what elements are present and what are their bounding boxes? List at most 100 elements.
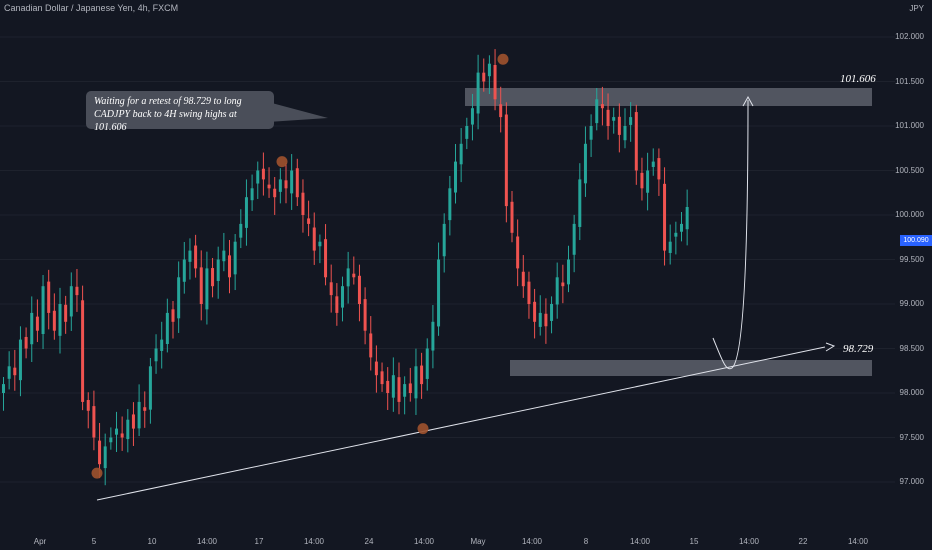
candle-body bbox=[52, 310, 56, 331]
candle-body bbox=[109, 437, 113, 443]
candle-body bbox=[324, 239, 328, 278]
candle-body bbox=[612, 117, 616, 121]
candle-body bbox=[41, 286, 45, 335]
time-tick-label: 14:00 bbox=[847, 537, 869, 546]
candle-body bbox=[103, 446, 107, 469]
candle-body bbox=[668, 241, 672, 253]
swing-point-marker[interactable] bbox=[91, 467, 103, 479]
candle-body bbox=[261, 168, 265, 180]
candle-body bbox=[374, 361, 378, 376]
candle-body bbox=[250, 188, 254, 201]
candle-body bbox=[318, 241, 322, 247]
drawings bbox=[96, 95, 836, 501]
trendline[interactable] bbox=[96, 346, 826, 501]
candle-body bbox=[680, 223, 683, 232]
candle-body bbox=[2, 384, 5, 393]
candle-body bbox=[437, 259, 441, 327]
candle-body bbox=[7, 366, 11, 379]
price-tick-label: 99.000 bbox=[899, 299, 924, 308]
candle-body bbox=[369, 333, 373, 358]
candle-body bbox=[81, 300, 85, 402]
candle-body bbox=[137, 401, 141, 429]
candle-body bbox=[431, 321, 435, 351]
candle-body bbox=[335, 296, 339, 313]
candle-body bbox=[572, 223, 576, 255]
time-tick-label: May bbox=[470, 537, 486, 546]
price-tick-label: 97.000 bbox=[899, 477, 924, 486]
candle-body bbox=[646, 170, 650, 193]
time-tick-label: 14:00 bbox=[303, 537, 325, 546]
candle-body bbox=[674, 232, 678, 237]
candle-body bbox=[623, 126, 627, 141]
candle-body bbox=[578, 179, 582, 227]
candle-body bbox=[239, 223, 243, 238]
candle-body bbox=[629, 117, 633, 125]
candle-body bbox=[290, 170, 294, 194]
candle-body bbox=[295, 168, 299, 198]
swing-point-marker[interactable] bbox=[276, 156, 288, 168]
candle-body bbox=[154, 348, 158, 362]
candle-body bbox=[24, 336, 28, 349]
candle-body bbox=[329, 282, 333, 296]
candle-body bbox=[86, 399, 90, 411]
candle-body bbox=[312, 227, 316, 251]
candle-body bbox=[47, 281, 51, 313]
trendline-arrowhead bbox=[825, 342, 836, 352]
price-tick-label: 98.500 bbox=[899, 343, 924, 353]
projection-curve[interactable] bbox=[712, 99, 749, 370]
resistance-label: 101.606 bbox=[840, 73, 876, 85]
candle-body bbox=[115, 428, 118, 435]
candle-body bbox=[561, 282, 565, 287]
candle-body bbox=[64, 304, 68, 322]
candle-body bbox=[600, 104, 604, 109]
currency-label: JPY bbox=[909, 4, 924, 13]
candle-body bbox=[194, 245, 198, 269]
candle-body bbox=[284, 180, 288, 189]
price-grid bbox=[0, 36, 895, 483]
candle-body bbox=[205, 268, 209, 310]
price-tick-label: 98.000 bbox=[899, 388, 924, 397]
candle-body bbox=[499, 104, 503, 118]
time-tick-label: 14:00 bbox=[413, 537, 435, 546]
resistance-zone[interactable] bbox=[465, 88, 872, 106]
candle-body bbox=[188, 250, 192, 262]
candle-body bbox=[126, 419, 130, 440]
candle-body bbox=[493, 64, 497, 100]
time-tick-label: 15 bbox=[689, 537, 699, 546]
candle-body bbox=[425, 348, 429, 379]
candle-body bbox=[397, 377, 401, 402]
time-tick-label: 10 bbox=[147, 537, 157, 546]
annotation-callout[interactable]: Waiting for a retest of 98.729 to long C… bbox=[86, 91, 274, 133]
candles bbox=[2, 49, 689, 486]
candle-body bbox=[75, 286, 79, 296]
candle-body bbox=[380, 371, 384, 385]
candle-body bbox=[228, 255, 231, 278]
candle-body bbox=[555, 277, 559, 305]
time-tick-label: 17 bbox=[254, 537, 264, 546]
candle-body bbox=[420, 365, 424, 385]
candle-body bbox=[18, 339, 22, 381]
price-tick-label: 100.000 bbox=[895, 210, 924, 219]
candle-body bbox=[177, 277, 181, 319]
projection-arrowhead bbox=[742, 95, 754, 107]
candle-body bbox=[256, 170, 260, 184]
candle-body bbox=[13, 367, 17, 376]
price-tick-label: 102.000 bbox=[895, 32, 924, 41]
candle-body bbox=[470, 108, 474, 125]
candle-body bbox=[583, 143, 587, 184]
swing-markers bbox=[91, 53, 509, 479]
candle-body bbox=[363, 299, 367, 331]
time-tick-label: 14:00 bbox=[738, 537, 760, 546]
candle-body bbox=[222, 250, 226, 262]
support-zone[interactable] bbox=[510, 360, 872, 376]
swing-point-marker[interactable] bbox=[417, 423, 429, 435]
candle-body bbox=[346, 268, 350, 287]
candle-body bbox=[595, 99, 599, 124]
candle-body bbox=[538, 312, 542, 327]
swing-point-marker[interactable] bbox=[497, 53, 509, 65]
candle-body bbox=[92, 406, 96, 438]
candle-body bbox=[567, 259, 570, 285]
time-tick-label: 22 bbox=[798, 537, 808, 546]
candle-body bbox=[544, 313, 548, 327]
